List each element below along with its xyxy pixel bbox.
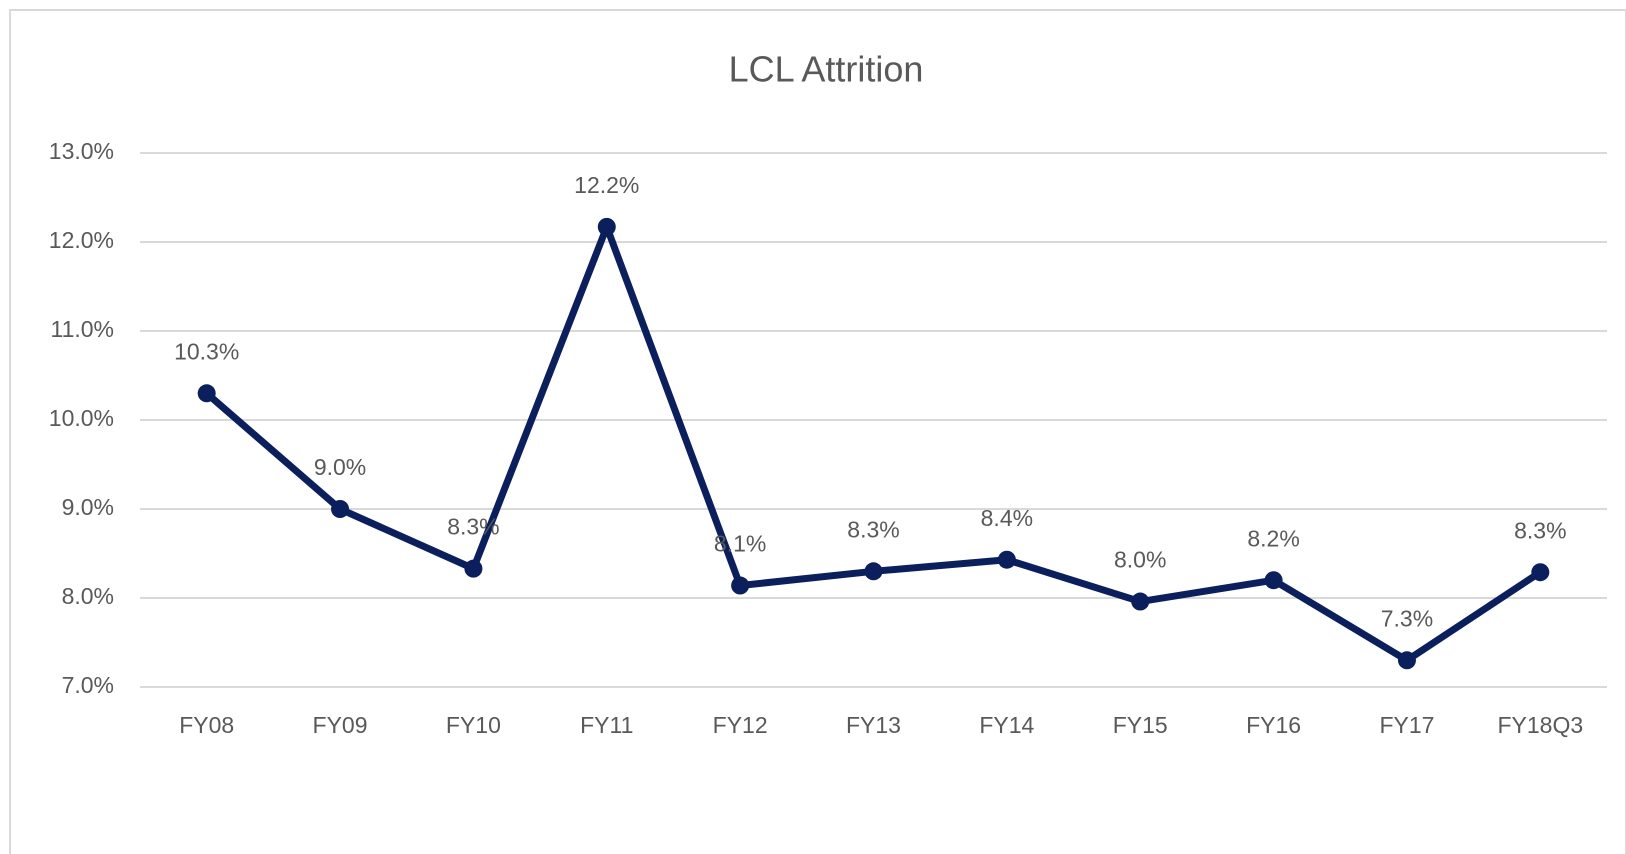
x-tick-label: FY11 [580, 712, 633, 738]
y-tick-label: 10.0% [49, 405, 114, 431]
x-tick-label: FY16 [1246, 712, 1301, 738]
data-label: 8.3% [1514, 517, 1566, 543]
data-label: 9.0% [314, 454, 366, 480]
x-tick-label: FY08 [179, 712, 234, 738]
data-label: 8.2% [1247, 525, 1299, 551]
data-label: 8.0% [1114, 547, 1166, 573]
data-label: 8.3% [447, 514, 499, 540]
data-label: 12.2% [574, 172, 639, 198]
x-tick-label: FY18Q3 [1497, 712, 1583, 738]
x-tick-label: FY13 [846, 712, 901, 738]
chart-title: LCL Attrition [729, 49, 924, 90]
data-point [331, 500, 350, 518]
y-tick-label: 13.0% [49, 138, 114, 164]
y-tick-label: 12.0% [49, 227, 114, 253]
data-label: 8.4% [981, 505, 1033, 531]
x-tick-label: FY12 [713, 712, 768, 738]
y-tick-label: 9.0% [62, 494, 114, 520]
x-tick-label: FY15 [1113, 712, 1168, 738]
x-tick-label: FY17 [1379, 712, 1434, 738]
data-label: 8.3% [847, 516, 899, 542]
data-label: 7.3% [1381, 605, 1433, 631]
data-point [1264, 571, 1283, 590]
x-tick-label: FY09 [313, 712, 368, 738]
data-point [1397, 651, 1416, 670]
x-tick-label: FY10 [446, 712, 501, 738]
y-tick-label: 11.0% [50, 316, 114, 342]
data-point [1531, 563, 1550, 582]
data-point [464, 559, 483, 578]
data-point [731, 576, 750, 595]
data-point [1131, 592, 1150, 611]
y-tick-label: 7.0% [62, 672, 114, 698]
data-label: 10.3% [174, 338, 239, 364]
data-label: 8.1% [714, 531, 766, 557]
y-tick-label: 8.0% [62, 583, 114, 609]
data-point [597, 217, 616, 236]
data-point [197, 384, 216, 403]
data-point [997, 550, 1016, 569]
data-point [864, 562, 883, 581]
chart-border [9, 9, 1626, 854]
x-tick-label: FY14 [979, 712, 1034, 738]
